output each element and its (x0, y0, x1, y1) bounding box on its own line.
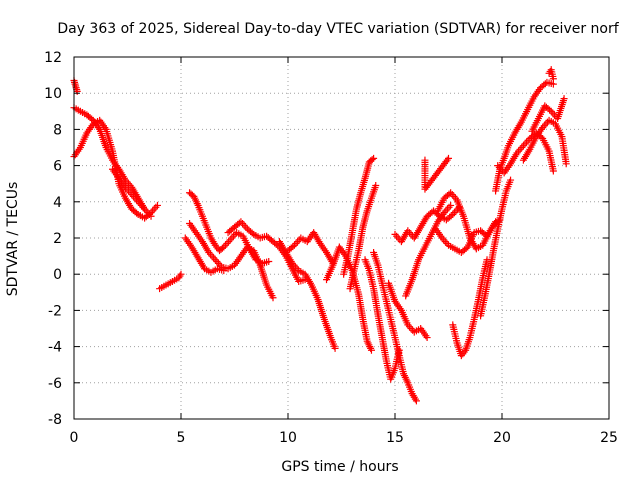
data-point (269, 294, 277, 302)
data-point (549, 167, 557, 175)
data-point-interp (409, 326, 417, 334)
data-point-interp (213, 258, 221, 266)
data-point-interp (242, 223, 250, 231)
y-tick-label: 2 (53, 231, 62, 247)
data-point (147, 212, 155, 220)
data-point (412, 397, 420, 405)
data-point (367, 346, 375, 354)
data-point-interp (518, 144, 526, 151)
y-tick-label: 10 (44, 86, 62, 102)
data-point-interp (393, 232, 401, 240)
data-point (560, 95, 568, 103)
data-point-interp (152, 203, 160, 211)
data-point-interp (218, 244, 226, 252)
data-point-interp (292, 239, 300, 247)
y-tick-label: 6 (53, 159, 62, 175)
y-tick-label: -4 (48, 340, 62, 356)
data-point (331, 344, 339, 352)
data-point-interp (228, 234, 236, 242)
data-point (445, 154, 452, 162)
y-tick-label: 4 (53, 195, 62, 211)
data-point-interp (295, 236, 303, 244)
chart-title: Day 363 of 2025, Sidereal Day-to-day VTE… (57, 21, 619, 37)
data-point-interp (516, 145, 524, 153)
data-point-interp (225, 238, 233, 246)
y-tick-label: 12 (44, 50, 62, 66)
data-point (220, 267, 228, 275)
data-point-interp (239, 220, 247, 228)
data-point (370, 154, 378, 162)
data-point (391, 230, 399, 238)
data-point-interp (125, 187, 133, 195)
y-tick-label: 0 (53, 267, 62, 283)
data-point (549, 75, 557, 83)
data-point-interp (450, 209, 458, 217)
data-point (226, 236, 234, 244)
data-point-interp (541, 80, 549, 88)
y-axis-title: SDTVAR / TECUs (5, 182, 21, 297)
data-point (265, 258, 273, 266)
data-point (507, 176, 515, 184)
y-tick-label: -8 (48, 412, 62, 428)
data-point-interp (546, 106, 554, 114)
data-point-interp (543, 118, 551, 126)
data-points (70, 66, 570, 405)
y-tick-label: -6 (48, 376, 62, 392)
data-point-interp (368, 156, 376, 164)
data-point-interp (248, 229, 256, 237)
data-point (372, 182, 380, 190)
data-point-interp (133, 209, 141, 217)
data-point-interp (443, 156, 451, 164)
data-point (73, 87, 81, 95)
data-point-interp (223, 239, 231, 247)
data-point-interp (448, 191, 456, 199)
data-point-interp (208, 252, 216, 260)
x-tick-label: 10 (279, 430, 297, 446)
axis-ticks: 0 5 10 15 20 25 -8 -6 -4 -2 0 2 4 6 8 10 12 (44, 50, 618, 446)
data-point (153, 201, 161, 209)
data-point (447, 201, 455, 209)
data-point-interp (447, 212, 455, 220)
data-point (423, 334, 431, 342)
data-point-interp (549, 109, 557, 117)
data-point-interp (289, 243, 297, 251)
x-tick-label: 5 (177, 430, 186, 446)
data-point (177, 270, 185, 278)
data-point-interp (214, 259, 222, 267)
data-point-interp (443, 205, 451, 213)
x-tick-label: 0 (70, 430, 79, 446)
y-tick-label: -2 (48, 303, 62, 319)
data-point (519, 142, 527, 150)
x-tick-label: 25 (600, 430, 618, 446)
data-point-interp (210, 254, 218, 262)
y-tick-label: 8 (53, 122, 62, 138)
data-point-interp (149, 207, 157, 215)
x-tick-label: 20 (493, 430, 511, 446)
data-point-interp (441, 238, 449, 246)
data-point (211, 256, 219, 264)
data-point-interp (521, 140, 529, 148)
data-point (562, 160, 570, 168)
x-tick-label: 15 (386, 430, 404, 446)
x-axis-title: GPS time / hours (281, 459, 398, 475)
data-point-interp (150, 205, 158, 213)
data-point-interp (445, 203, 453, 211)
